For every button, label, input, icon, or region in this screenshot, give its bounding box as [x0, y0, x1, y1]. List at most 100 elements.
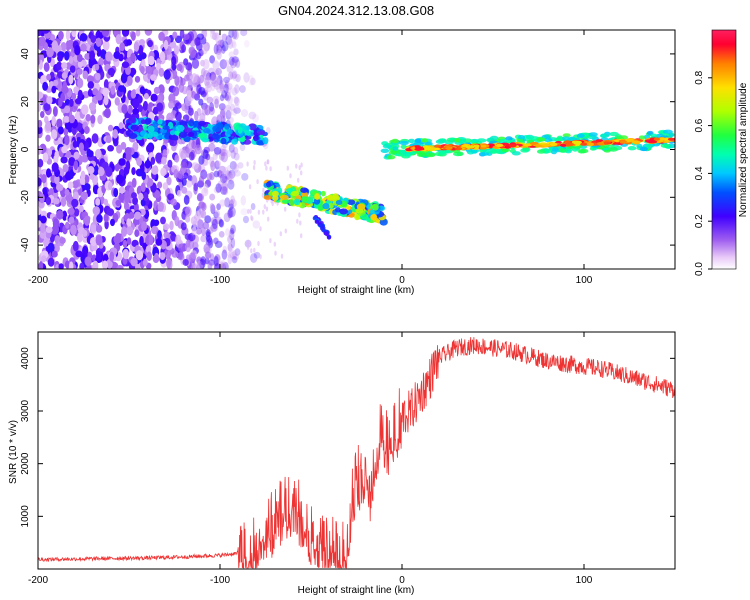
spectrogram-cell — [217, 261, 225, 269]
spectrogram-cell — [220, 148, 228, 157]
spectrogram-cell — [361, 213, 369, 220]
spectrogram-cell — [106, 208, 115, 216]
spectrogram-cell — [215, 254, 221, 261]
spectrogram-cell — [68, 114, 76, 124]
spectrogram-cell — [110, 218, 115, 227]
spectrogram-cell — [209, 74, 218, 85]
spectrogram-cell — [178, 243, 186, 253]
spectrogram-cell — [114, 97, 120, 106]
spectrogram-cell — [181, 186, 188, 194]
spectrogram-cell — [471, 149, 478, 154]
spectrogram-cell — [233, 146, 239, 155]
spectrogram-cell — [370, 214, 378, 221]
spectrogram-cell — [216, 50, 222, 60]
spectrogram-cell — [172, 86, 180, 97]
spectrogram-cell — [134, 229, 140, 238]
spectrogram-cell — [220, 173, 228, 184]
spectrogram-cell — [69, 224, 77, 236]
spectrogram-cell — [167, 193, 175, 201]
spectrogram-cell — [564, 140, 571, 144]
spectrogram-cell — [662, 129, 673, 134]
spectrogram-cell — [40, 210, 48, 218]
spectrogram-cell — [586, 142, 595, 146]
spectrogram-cell — [223, 212, 231, 223]
spectrogram-cell — [86, 75, 95, 84]
spectrogram-cell — [228, 56, 235, 66]
spectrogram-cell — [233, 169, 241, 177]
spectrogram-cell — [157, 230, 162, 240]
spectrogram-cell — [96, 250, 102, 262]
spectrogram-cell — [163, 69, 171, 80]
spectrogram-cell — [89, 50, 96, 61]
spectrogram-cell — [223, 76, 230, 84]
spectrogram-cell — [68, 74, 74, 85]
spectrogram-cell — [257, 209, 261, 215]
snr-panel: -200 -100 0 100 1000 2000 3000 4000 Height of s… — [8, 331, 676, 596]
spectrogram-cell — [227, 242, 233, 252]
spectrogram-cell — [490, 149, 499, 154]
spectrogram-cell — [631, 140, 641, 144]
spectrogram-cell — [224, 123, 230, 130]
spectrogram-cell — [97, 166, 105, 177]
spectrogram-cell — [121, 61, 130, 69]
spectrogram-heatmap — [38, 30, 675, 269]
spectrogram-cell — [170, 233, 177, 242]
spectrogram-cell — [247, 208, 250, 214]
spectrogram-cell — [551, 147, 560, 152]
x-tick-label: -100 — [210, 575, 230, 586]
spectrogram-cell — [233, 96, 239, 104]
spectrogram-cell — [201, 137, 210, 143]
spectrogram-cell — [213, 43, 219, 55]
spectrogram-cell — [122, 248, 130, 260]
spectrogram-cell — [187, 107, 194, 116]
spectrogram-cell — [141, 171, 146, 180]
spectrogram-cell — [65, 150, 72, 158]
colorbar-tick-label: 0.8 — [694, 70, 705, 84]
spectrogram-cell — [126, 237, 132, 246]
spectrogram-cell — [228, 30, 235, 38]
spectrogram-cell — [68, 216, 75, 224]
spectrogram-cell — [147, 125, 155, 133]
spectrogram-cell — [78, 142, 85, 153]
spectrogram-cell — [38, 193, 45, 204]
spectrogram-cell — [465, 145, 476, 149]
spectrogram-cell — [215, 160, 222, 168]
spectrogram-cell — [178, 131, 188, 138]
spectrogram-cell — [61, 72, 68, 79]
spectrogram-cell — [230, 71, 237, 80]
spectrogram-cell — [140, 182, 146, 193]
spectrogram-cell — [130, 52, 136, 63]
spectrogram-cell — [258, 130, 265, 136]
spectrogram-cell — [300, 170, 303, 176]
spectrogram-cell — [181, 44, 187, 53]
spectrogram-cell — [225, 104, 232, 112]
spectrogram-cell — [134, 263, 141, 269]
spectrogram-cell — [193, 182, 199, 192]
spectrogram-cell — [216, 84, 224, 94]
spectrogram-cell — [127, 104, 133, 114]
spectrogram-cell — [109, 251, 115, 262]
spectrogram-cell — [476, 138, 487, 143]
spectrogram-cell — [221, 33, 228, 42]
spectrogram-cell — [227, 82, 233, 90]
spectrogram-cell — [240, 109, 249, 118]
spectrogram-cell — [41, 255, 47, 263]
spectrogram-cell — [536, 149, 546, 154]
spectrogram-cell — [454, 147, 463, 151]
spectrogram-cell — [433, 144, 441, 148]
spectrogram-cell — [204, 257, 210, 265]
colorbar-ticks: 0.0 0.2 0.4 0.6 0.8 — [694, 70, 712, 276]
spectrogram-cell — [209, 193, 216, 201]
spectrogram-cell — [81, 104, 89, 115]
spectrogram-cell — [638, 135, 645, 140]
spectrogram-cell — [212, 95, 220, 105]
spectrogram-cell — [174, 75, 180, 87]
spectrogram-cell — [47, 242, 55, 253]
spectrogram-cell — [203, 243, 211, 254]
spectrogram-cell — [210, 217, 218, 226]
spectrogram-cell — [115, 232, 122, 240]
spectrogram-cell — [191, 162, 199, 170]
spectrogram-cell — [186, 90, 192, 98]
spectrogram-cell — [79, 33, 88, 42]
spectrogram-cell — [184, 206, 192, 217]
